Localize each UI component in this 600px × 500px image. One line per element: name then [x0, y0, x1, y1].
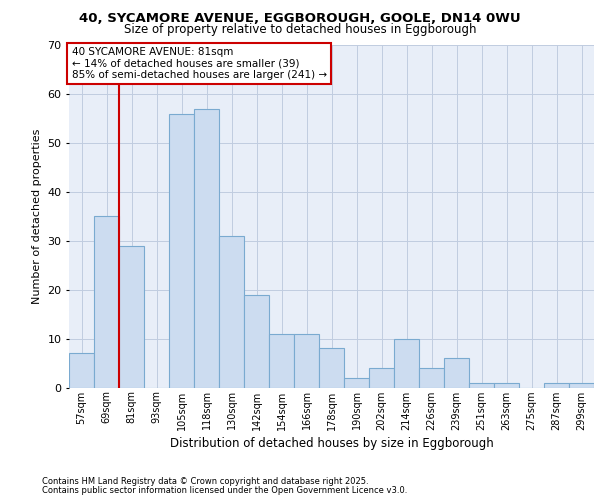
Bar [69, 353, 94, 388]
Bar [94, 216, 119, 388]
Bar [244, 294, 269, 388]
X-axis label: Distribution of detached houses by size in Eggborough: Distribution of detached houses by size … [170, 436, 493, 450]
Bar [569, 382, 594, 388]
Bar [319, 348, 344, 388]
Bar [269, 334, 294, 388]
Bar [369, 368, 394, 388]
Bar [119, 246, 144, 388]
Text: 40, SYCAMORE AVENUE, EGGBOROUGH, GOOLE, DN14 0WU: 40, SYCAMORE AVENUE, EGGBOROUGH, GOOLE, … [79, 12, 521, 26]
Bar [469, 382, 494, 388]
Text: Contains HM Land Registry data © Crown copyright and database right 2025.: Contains HM Land Registry data © Crown c… [42, 477, 368, 486]
Text: 40 SYCAMORE AVENUE: 81sqm
← 14% of detached houses are smaller (39)
85% of semi-: 40 SYCAMORE AVENUE: 81sqm ← 14% of detac… [71, 46, 327, 80]
Bar [219, 236, 244, 388]
Y-axis label: Number of detached properties: Number of detached properties [32, 128, 41, 304]
Bar [394, 338, 419, 388]
Text: Size of property relative to detached houses in Eggborough: Size of property relative to detached ho… [124, 24, 476, 36]
Bar [544, 382, 569, 388]
Bar [294, 334, 319, 388]
Bar [169, 114, 194, 388]
Bar [419, 368, 444, 388]
Bar [494, 382, 519, 388]
Bar [444, 358, 469, 388]
Text: Contains public sector information licensed under the Open Government Licence v3: Contains public sector information licen… [42, 486, 407, 495]
Bar [194, 108, 219, 388]
Bar [344, 378, 369, 388]
